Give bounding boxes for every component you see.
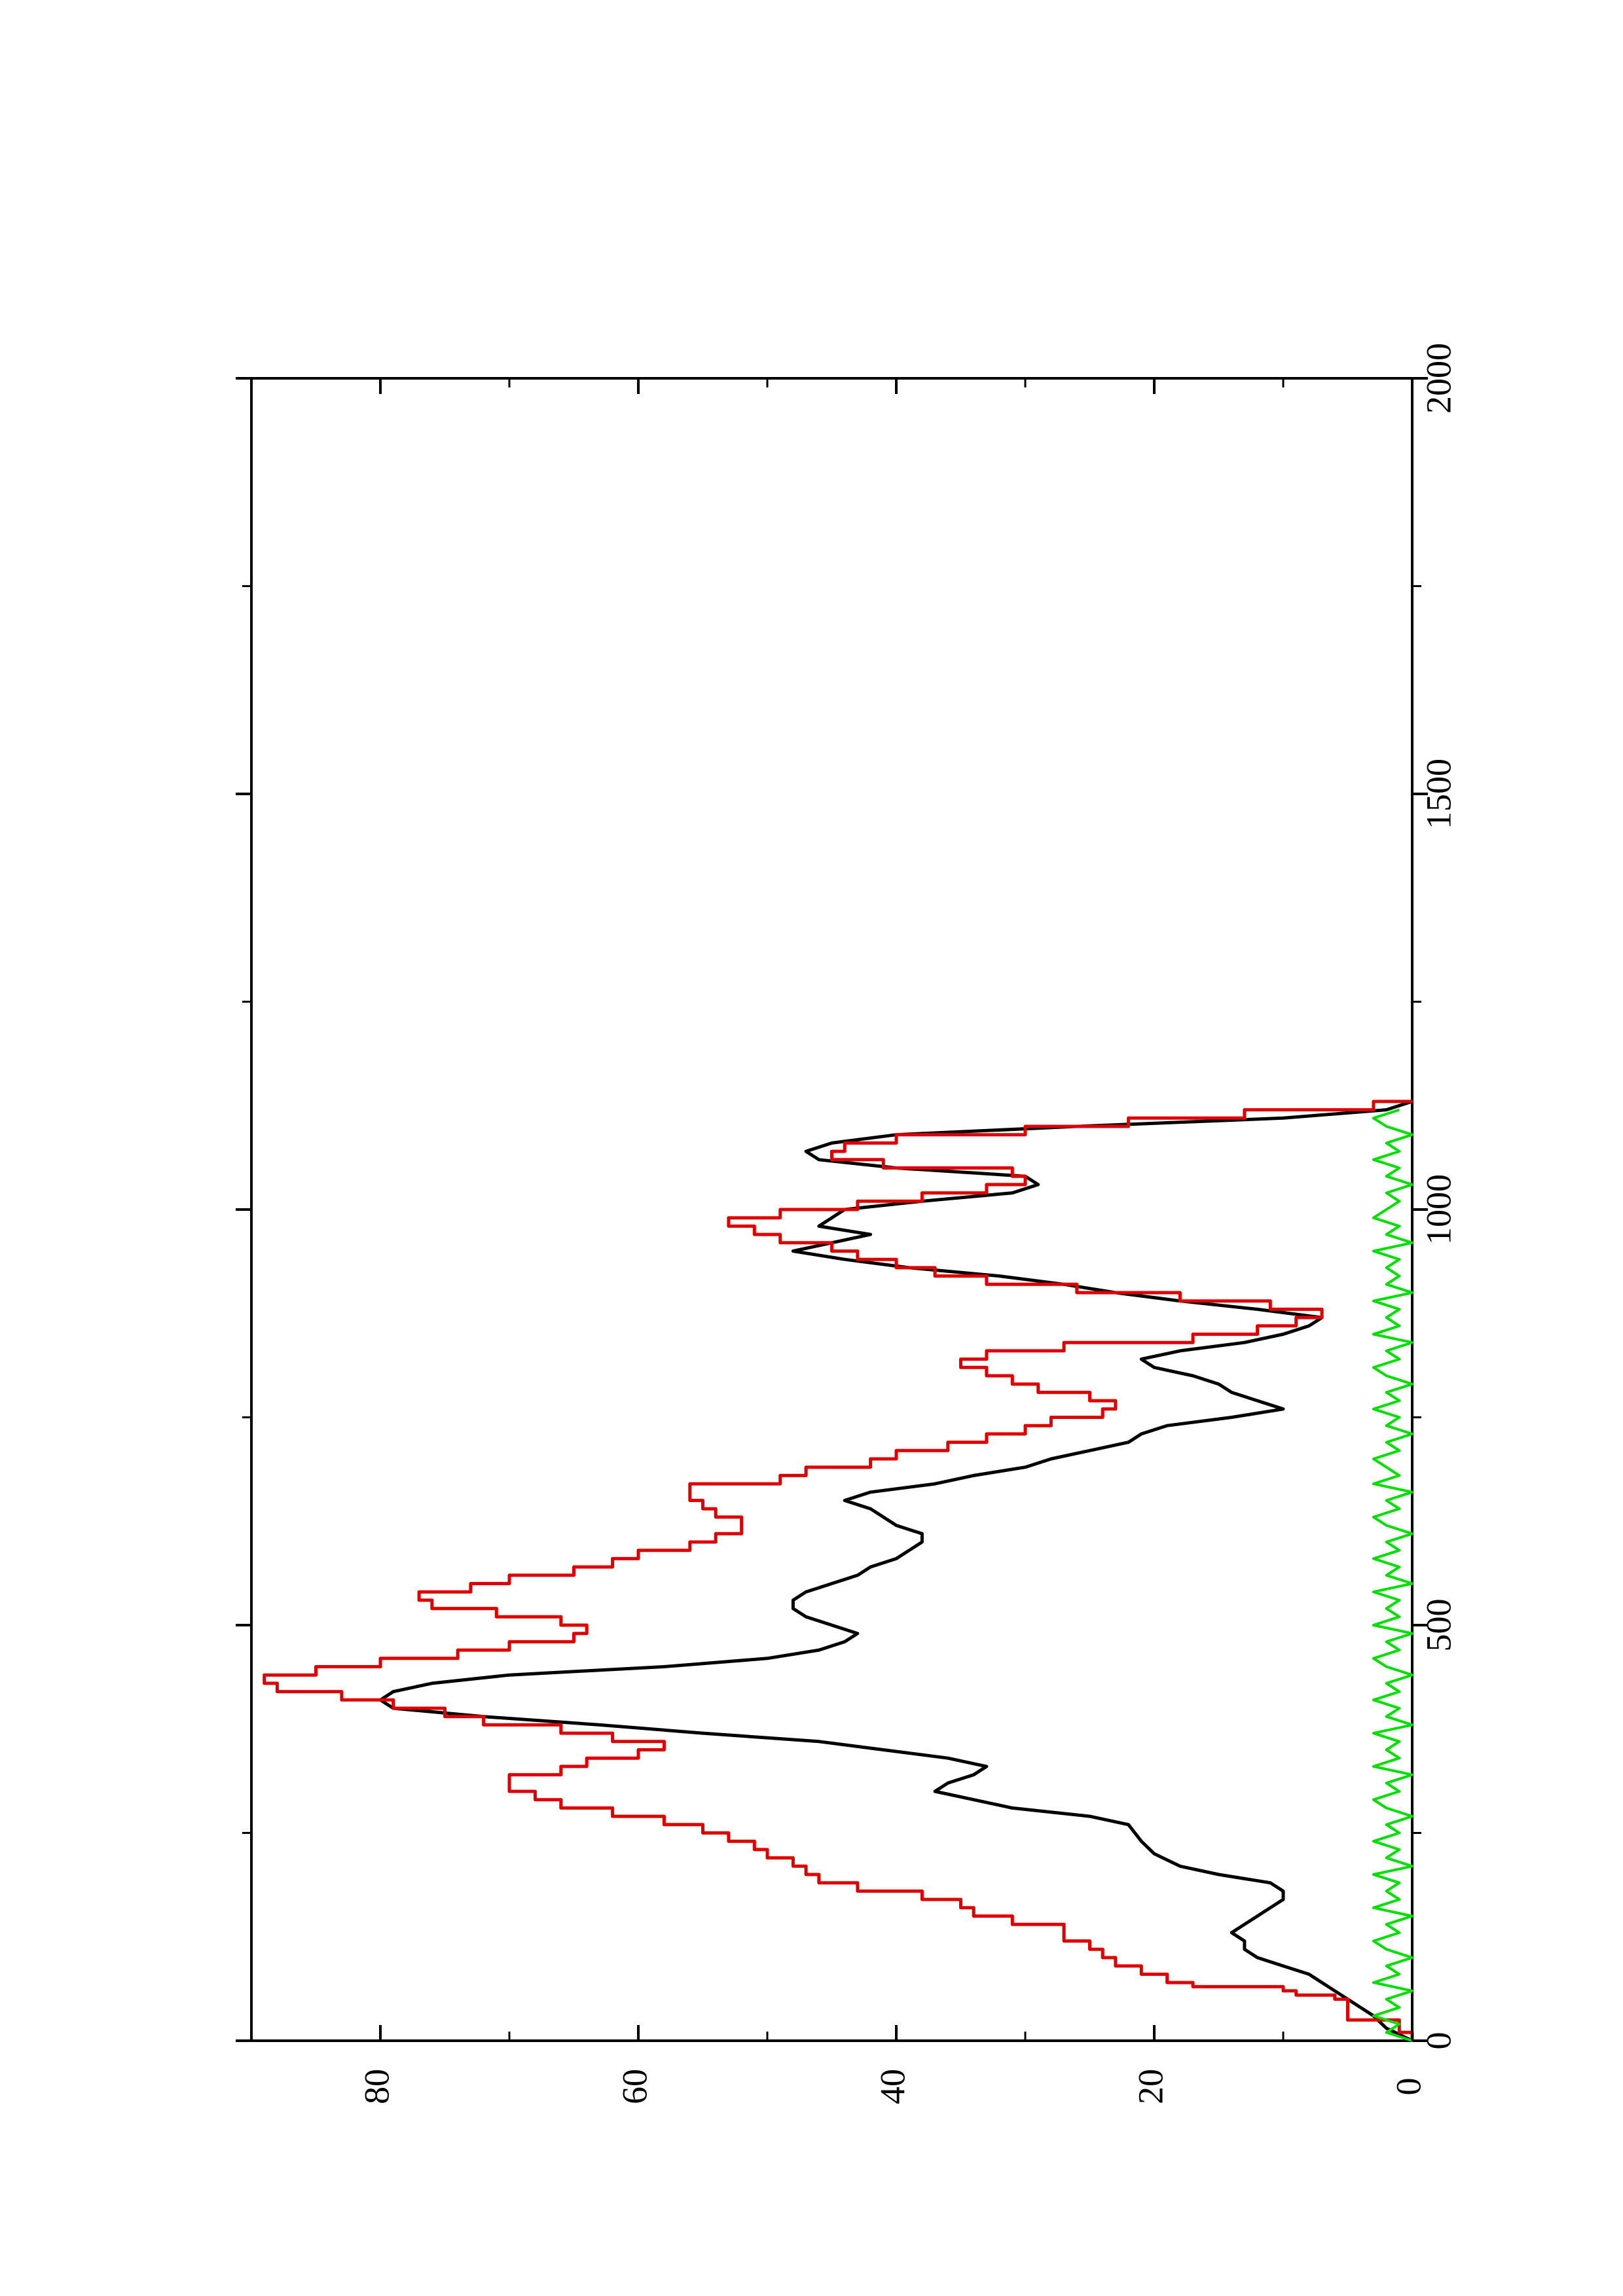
x-tick-label: 0 — [1419, 2032, 1458, 2050]
x-tick-label: 1000 — [1419, 1174, 1458, 1245]
series-line-3 — [1372, 1108, 1413, 2042]
x-tick-label: 2000 — [1419, 343, 1458, 414]
series-line-1 — [378, 1100, 1413, 2043]
y-tick-label: 60 — [615, 2069, 654, 2104]
series-line-2 — [263, 1100, 1414, 2041]
x-tick-label: 500 — [1419, 1599, 1458, 1652]
x-tick-label: 1500 — [1419, 759, 1458, 829]
y-tick-label: 80 — [357, 2069, 396, 2104]
y-tick-label: 40 — [873, 2069, 912, 2104]
y-tick-label: 20 — [1131, 2069, 1170, 2104]
y-tick-label: 0 — [1389, 2078, 1428, 2096]
plot-area: 0 500 1000 1500 2000 0 20 40 60 80 — [236, 343, 1458, 2104]
